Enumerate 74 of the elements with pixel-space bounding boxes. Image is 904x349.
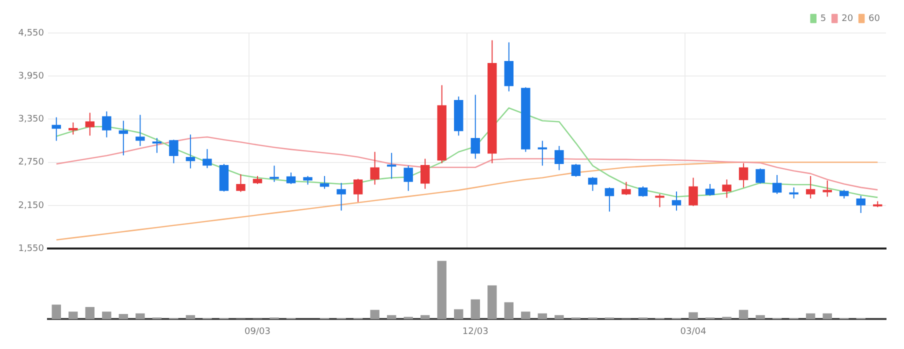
x-tick-label: 03/04 xyxy=(680,326,706,337)
bar xyxy=(420,315,430,320)
bar xyxy=(118,314,128,320)
bar xyxy=(136,313,145,320)
candlestick xyxy=(336,182,346,212)
candlestick xyxy=(688,177,698,207)
candlestick xyxy=(470,94,480,160)
bar xyxy=(521,312,530,320)
bar xyxy=(504,302,514,320)
candlestick xyxy=(806,176,816,200)
y-tick-label: 1,550 xyxy=(18,244,44,254)
bar xyxy=(52,304,61,320)
candlestick xyxy=(370,151,380,186)
candlestick xyxy=(756,168,765,184)
candlestick xyxy=(554,145,564,171)
candlestick xyxy=(286,172,296,184)
candlestick xyxy=(738,162,748,188)
candlestick xyxy=(822,180,832,198)
bar xyxy=(470,299,480,320)
y-tick-label: 2,150 xyxy=(18,200,44,211)
candlestick xyxy=(353,178,363,202)
bar xyxy=(454,309,464,320)
legend-label: 5 xyxy=(820,14,826,24)
candlestick xyxy=(118,120,128,156)
candlestick xyxy=(404,165,413,192)
candlestick xyxy=(68,122,78,136)
y-tick-label: 3,950 xyxy=(18,71,44,82)
bar xyxy=(85,306,95,320)
bar xyxy=(554,315,564,320)
bar xyxy=(688,312,698,320)
candlestick xyxy=(386,152,396,180)
legend-label: 60 xyxy=(868,14,880,24)
candlestick xyxy=(772,174,782,194)
bar xyxy=(437,260,446,320)
candlestick xyxy=(85,112,95,136)
bar xyxy=(806,313,816,320)
candlestick xyxy=(236,174,246,192)
candlestick xyxy=(169,139,178,164)
bar xyxy=(738,310,748,320)
bar xyxy=(186,315,196,320)
candlestick xyxy=(604,186,614,212)
y-tick-label: 4,550 xyxy=(18,28,44,38)
candlestick xyxy=(588,176,598,192)
x-tick-label: 12/03 xyxy=(462,326,488,337)
candlestick xyxy=(722,178,732,198)
x-tick-label: 09/03 xyxy=(244,326,270,337)
candlestick xyxy=(420,158,430,190)
candlestick xyxy=(622,181,631,196)
candlestick xyxy=(638,186,648,198)
bar xyxy=(822,313,832,320)
bar xyxy=(756,315,765,320)
y-tick-label: 3,350 xyxy=(18,114,44,125)
bar xyxy=(370,310,380,320)
candlestick xyxy=(789,186,798,200)
candlestick xyxy=(571,163,581,178)
y-tick-label: 2,750 xyxy=(18,158,44,168)
bar xyxy=(488,285,497,320)
candlestick xyxy=(856,195,866,214)
candlestick xyxy=(52,116,61,142)
candlestick xyxy=(538,140,548,166)
bar xyxy=(386,315,396,320)
bar xyxy=(68,312,78,320)
bar xyxy=(538,313,548,320)
candlestick xyxy=(186,134,196,169)
candlestick xyxy=(672,191,682,212)
candlestick xyxy=(705,183,715,196)
candlestick xyxy=(270,165,279,182)
candlestick xyxy=(152,137,162,154)
candlestick xyxy=(136,114,145,146)
bar xyxy=(102,312,112,320)
candlestick xyxy=(655,193,664,208)
candlestick xyxy=(202,148,212,169)
candlestick xyxy=(102,110,112,138)
legend-label: 20 xyxy=(842,14,854,24)
